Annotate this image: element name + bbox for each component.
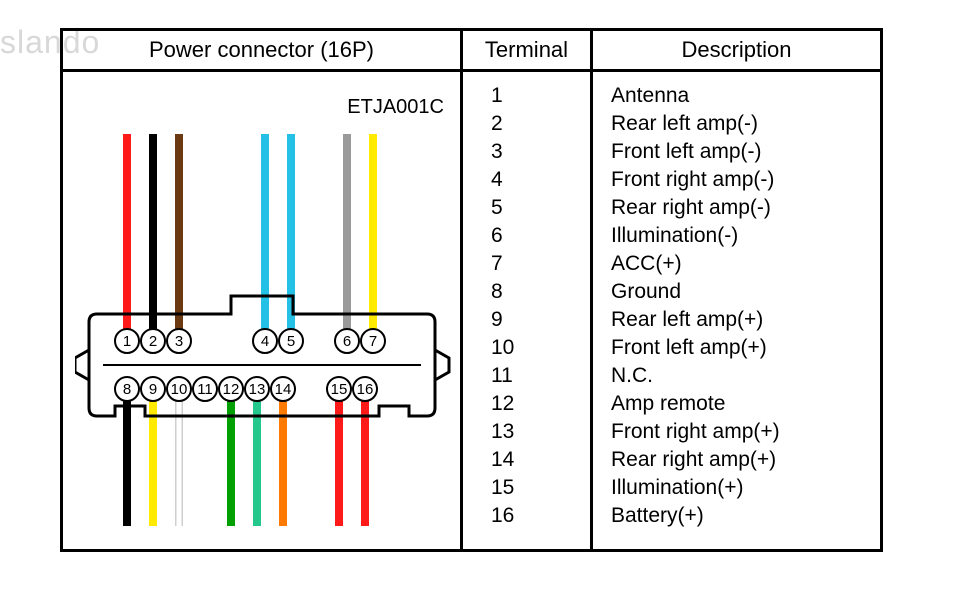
svg-text:13: 13 xyxy=(249,381,266,398)
description-column: AntennaRear left amp(-)Front left amp(-)… xyxy=(592,71,882,551)
svg-text:15: 15 xyxy=(331,381,348,398)
header-terminal: Terminal xyxy=(462,30,592,71)
svg-text:8: 8 xyxy=(123,381,131,398)
terminal-description: Rear right amp(+) xyxy=(611,446,880,474)
page: slando Power connector (16P) Terminal De… xyxy=(0,0,960,598)
terminal-description: Rear left amp(-) xyxy=(611,110,880,138)
terminal-description: Illumination(+) xyxy=(611,474,880,502)
terminal-number: 9 xyxy=(491,306,590,334)
terminal-number: 3 xyxy=(491,138,590,166)
svg-text:2: 2 xyxy=(149,333,157,350)
terminal-description: Amp remote xyxy=(611,390,880,418)
terminal-description: Rear right amp(-) xyxy=(611,194,880,222)
terminal-description: Illumination(-) xyxy=(611,222,880,250)
terminal-description: Battery(+) xyxy=(611,502,880,530)
terminal-number: 7 xyxy=(491,250,590,278)
svg-text:14: 14 xyxy=(275,381,292,398)
svg-text:4: 4 xyxy=(261,333,269,350)
terminal-number: 11 xyxy=(491,362,590,390)
svg-text:1: 1 xyxy=(123,333,131,350)
svg-text:9: 9 xyxy=(149,381,157,398)
terminal-number: 6 xyxy=(491,222,590,250)
svg-text:5: 5 xyxy=(287,333,295,350)
connector-diagram: 12345678910111213141516 xyxy=(75,126,451,536)
terminal-number: 13 xyxy=(491,418,590,446)
terminal-number: 10 xyxy=(491,334,590,362)
terminal-number: 8 xyxy=(491,278,590,306)
terminal-description: Front left amp(-) xyxy=(611,138,880,166)
terminal-number: 14 xyxy=(491,446,590,474)
header-diagram: Power connector (16P) xyxy=(62,30,462,71)
svg-text:6: 6 xyxy=(343,333,351,350)
pinout-table: Power connector (16P) Terminal Descripti… xyxy=(60,28,883,552)
terminal-number: 2 xyxy=(491,110,590,138)
svg-text:7: 7 xyxy=(369,333,377,350)
terminal-number: 15 xyxy=(491,474,590,502)
svg-text:12: 12 xyxy=(223,381,240,398)
diagram-cell: ETJA001C 12345678910111213141516 xyxy=(62,71,462,551)
terminal-description: Rear left amp(+) xyxy=(611,306,880,334)
terminal-number: 16 xyxy=(491,502,590,530)
terminal-number: 1 xyxy=(491,82,590,110)
terminal-description: Front right amp(-) xyxy=(611,166,880,194)
terminal-number: 5 xyxy=(491,194,590,222)
terminal-number: 12 xyxy=(491,390,590,418)
svg-text:3: 3 xyxy=(175,333,183,350)
terminal-column: 12345678910111213141516 xyxy=(462,71,592,551)
svg-text:11: 11 xyxy=(197,381,213,398)
svg-text:10: 10 xyxy=(171,381,188,398)
terminal-description: ACC(+) xyxy=(611,250,880,278)
terminal-description: Front left amp(+) xyxy=(611,334,880,362)
terminal-description: Front right amp(+) xyxy=(611,418,880,446)
svg-text:16: 16 xyxy=(357,381,374,398)
header-description: Description xyxy=(592,30,882,71)
terminal-description: Antenna xyxy=(611,82,880,110)
terminal-description: N.C. xyxy=(611,362,880,390)
terminal-description: Ground xyxy=(611,278,880,306)
part-number: ETJA001C xyxy=(347,96,444,119)
terminal-number: 4 xyxy=(491,166,590,194)
